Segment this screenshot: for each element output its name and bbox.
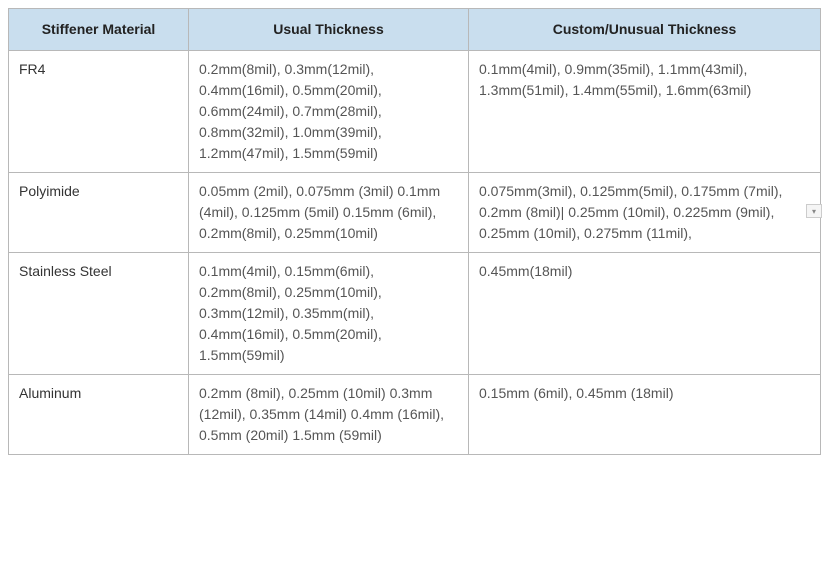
stiffener-table-container: Stiffener Material Usual Thickness Custo… bbox=[8, 8, 820, 455]
table-header-row: Stiffener Material Usual Thickness Custo… bbox=[9, 9, 821, 51]
table-row: Aluminum 0.2mm (8mil), 0.25mm (10mil) 0.… bbox=[9, 375, 821, 455]
cell-custom-thickness: 0.1mm(4mil), 0.9mm(35mil), 1.1mm(43mil),… bbox=[469, 51, 821, 173]
table-body: FR4 0.2mm(8mil), 0.3mm(12mil), 0.4mm(16m… bbox=[9, 51, 821, 455]
table-row: Polyimide 0.05mm (2mil), 0.075mm (3mil) … bbox=[9, 173, 821, 253]
cell-custom-thickness: 0.15mm (6mil), 0.45mm (18mil) bbox=[469, 375, 821, 455]
cell-custom-thickness: 0.45mm(18mil) bbox=[469, 253, 821, 375]
dropdown-icon[interactable]: ▾ bbox=[806, 204, 822, 218]
cell-usual-thickness: 0.05mm (2mil), 0.075mm (3mil) 0.1mm (4mi… bbox=[189, 173, 469, 253]
stiffener-thickness-table: Stiffener Material Usual Thickness Custo… bbox=[8, 8, 821, 455]
cell-usual-thickness: 0.1mm(4mil), 0.15mm(6mil), 0.2mm(8mil), … bbox=[189, 253, 469, 375]
table-row: Stainless Steel 0.1mm(4mil), 0.15mm(6mil… bbox=[9, 253, 821, 375]
cell-usual-thickness: 0.2mm(8mil), 0.3mm(12mil), 0.4mm(16mil),… bbox=[189, 51, 469, 173]
cell-material: Stainless Steel bbox=[9, 253, 189, 375]
table-header: Stiffener Material Usual Thickness Custo… bbox=[9, 9, 821, 51]
cell-usual-thickness: 0.2mm (8mil), 0.25mm (10mil) 0.3mm (12mi… bbox=[189, 375, 469, 455]
column-header-usual: Usual Thickness bbox=[189, 9, 469, 51]
cell-material: Polyimide bbox=[9, 173, 189, 253]
cell-material: Aluminum bbox=[9, 375, 189, 455]
cell-custom-thickness: 0.075mm(3mil), 0.125mm(5mil), 0.175mm (7… bbox=[469, 173, 821, 253]
column-header-custom: Custom/Unusual Thickness bbox=[469, 9, 821, 51]
cell-material: FR4 bbox=[9, 51, 189, 173]
table-row: FR4 0.2mm(8mil), 0.3mm(12mil), 0.4mm(16m… bbox=[9, 51, 821, 173]
column-header-material: Stiffener Material bbox=[9, 9, 189, 51]
